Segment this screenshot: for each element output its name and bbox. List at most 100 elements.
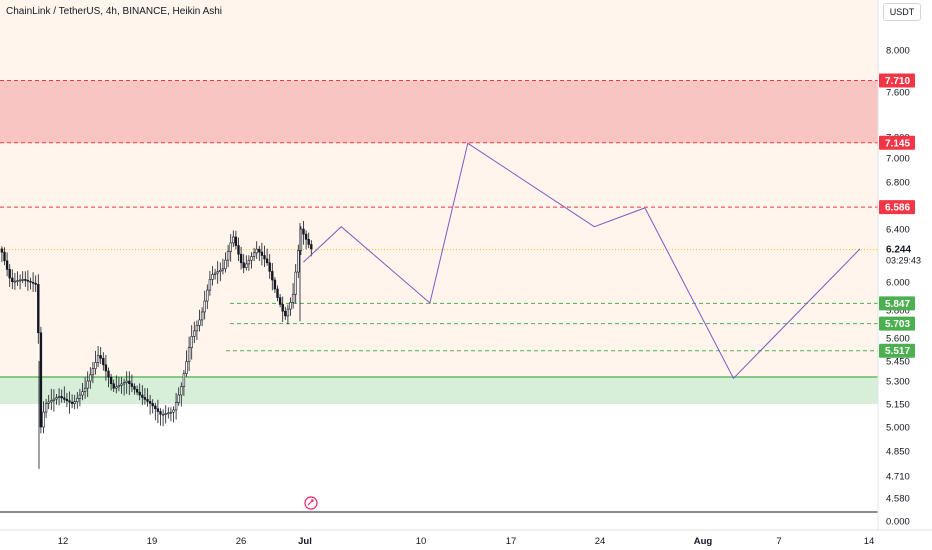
candle-body bbox=[265, 258, 269, 264]
candle-body bbox=[125, 380, 128, 383]
chart-background-tint bbox=[0, 0, 878, 377]
candle-body bbox=[242, 262, 245, 268]
candle-body bbox=[237, 245, 240, 255]
resistance-zone bbox=[0, 80, 878, 143]
candle-body bbox=[161, 413, 165, 416]
price-level-label: 7.145 bbox=[885, 138, 910, 149]
time-axis-label: 19 bbox=[147, 536, 158, 547]
candle-body bbox=[258, 248, 261, 253]
candle-body bbox=[216, 271, 219, 274]
candle-body bbox=[172, 409, 175, 413]
candle-body bbox=[276, 288, 279, 298]
candle-body bbox=[76, 398, 79, 402]
candle-body bbox=[65, 398, 69, 402]
price-level-badge bbox=[879, 296, 915, 311]
candle-body bbox=[107, 370, 110, 378]
candle-body bbox=[34, 282, 37, 285]
price-level-badge bbox=[879, 343, 915, 358]
candle-body bbox=[291, 293, 295, 303]
candle-body bbox=[252, 252, 256, 257]
price-axis-label: 4.710 bbox=[886, 472, 910, 483]
candle-body bbox=[263, 255, 266, 260]
candle-body bbox=[143, 397, 147, 400]
candle-body bbox=[255, 248, 258, 254]
time-axis-label: Aug bbox=[694, 536, 713, 547]
candle-body bbox=[109, 376, 113, 385]
candle-body bbox=[221, 268, 225, 271]
candle-body bbox=[206, 289, 209, 302]
alert-icon bbox=[304, 496, 318, 510]
price-axis-label: 7.600 bbox=[886, 88, 910, 99]
candle-body bbox=[169, 411, 173, 414]
candle-body bbox=[57, 396, 61, 398]
candle-body bbox=[120, 383, 123, 386]
candle-body bbox=[200, 311, 204, 321]
candle-body bbox=[239, 253, 243, 264]
candle-body bbox=[190, 336, 193, 348]
candle-body bbox=[52, 398, 56, 401]
candle-body bbox=[130, 383, 134, 387]
candle-body bbox=[273, 279, 277, 290]
price-level-badge bbox=[879, 316, 915, 331]
candle-body bbox=[226, 251, 230, 261]
price-axis-label: 6.800 bbox=[886, 178, 910, 189]
candle-body bbox=[167, 412, 170, 415]
candle-body bbox=[13, 280, 17, 283]
time-axis: 12 19 26 Jul 10 17 24 Aug 7 14 bbox=[58, 536, 875, 547]
candle-body bbox=[219, 269, 222, 272]
candle-body bbox=[89, 374, 92, 382]
candle-body bbox=[164, 413, 167, 415]
currency-button[interactable]: USDT bbox=[883, 3, 921, 21]
price-axis-label: 5.450 bbox=[886, 357, 910, 368]
time-axis-label: Jul bbox=[298, 536, 312, 547]
candle-body bbox=[294, 271, 297, 295]
price-level-label: 7.710 bbox=[885, 76, 910, 87]
time-axis-label: 7 bbox=[776, 536, 781, 547]
time-axis-label: 24 bbox=[595, 536, 606, 547]
candle-body bbox=[229, 242, 232, 252]
candle-body bbox=[63, 397, 66, 400]
candle-body bbox=[148, 401, 152, 404]
candle-body bbox=[50, 400, 53, 403]
candle-body bbox=[60, 396, 63, 399]
time-axis-label: 17 bbox=[506, 536, 517, 547]
candle-body bbox=[104, 364, 108, 372]
candle-body bbox=[289, 301, 292, 310]
candle-body bbox=[286, 308, 290, 317]
candle-body bbox=[96, 355, 100, 363]
candle-body bbox=[11, 277, 14, 282]
candle-body bbox=[0, 248, 4, 253]
candle-body bbox=[21, 279, 24, 281]
price-axis-label: 5.300 bbox=[886, 377, 910, 388]
candle-body bbox=[47, 401, 50, 404]
candle-body bbox=[307, 239, 310, 245]
candle-body bbox=[73, 401, 76, 404]
candle-body bbox=[198, 319, 201, 326]
candle-body bbox=[310, 244, 313, 250]
candle-body bbox=[141, 394, 144, 398]
candle-body bbox=[8, 269, 11, 279]
candle-body bbox=[203, 300, 206, 313]
candle-body bbox=[24, 279, 27, 281]
candle-body bbox=[138, 391, 141, 396]
candlesticks bbox=[0, 220, 313, 469]
countdown-label: 03:29:43 bbox=[886, 256, 921, 266]
candle-body bbox=[211, 274, 214, 280]
candle-body bbox=[268, 262, 271, 272]
candle-body bbox=[146, 399, 149, 402]
candle-body bbox=[26, 279, 30, 282]
candle-body bbox=[234, 236, 238, 246]
candle-body bbox=[128, 380, 131, 384]
time-axis-label: 26 bbox=[236, 536, 247, 547]
candle-body bbox=[133, 386, 136, 390]
candle-body bbox=[117, 385, 121, 388]
candle-body bbox=[18, 279, 22, 282]
candle-body bbox=[70, 401, 74, 404]
candle-body bbox=[39, 332, 43, 428]
candle-body bbox=[91, 368, 95, 376]
candle-body bbox=[112, 383, 115, 389]
candle-body bbox=[180, 386, 183, 396]
price-axis-label: 0.000 bbox=[886, 517, 910, 528]
candle-body bbox=[44, 403, 48, 413]
